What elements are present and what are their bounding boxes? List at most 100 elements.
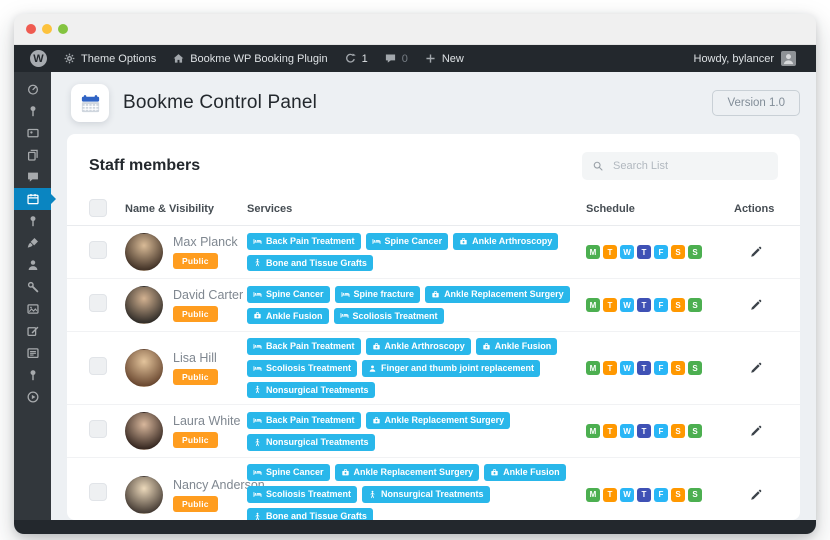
- bed-icon: [253, 364, 262, 373]
- admin-bar-account[interactable]: Howdy, bylancer: [686, 45, 805, 72]
- schedule-day: T: [637, 245, 651, 259]
- schedule-day: S: [688, 487, 702, 502]
- services-list: Back Pain Treatment Ankle Replacement Sur…: [247, 406, 586, 457]
- staff-row: Laura White Public Back Pain Treatment An…: [67, 405, 800, 459]
- service-tag: Nonsurgical Treatments: [362, 486, 490, 503]
- walk-icon: [253, 438, 262, 447]
- service-tag: Ankle Fusion: [247, 307, 329, 325]
- service-tag: Spine fracture: [334, 285, 421, 303]
- service-tag-label: Ankle Replacement Surgery: [353, 467, 474, 478]
- visibility-badge: Public: [173, 495, 218, 512]
- schedule-day: W: [620, 245, 634, 259]
- admin-bar-theme-options[interactable]: Theme Options: [55, 45, 164, 72]
- sidebar-item-posts[interactable]: [14, 100, 51, 122]
- edit-button[interactable]: [749, 361, 763, 375]
- schedule-day: S: [688, 245, 702, 259]
- sidebar-item-collapse[interactable]: [14, 386, 51, 408]
- service-tag: Ankle Fusion: [475, 338, 558, 355]
- search-box: [582, 152, 778, 180]
- sidebar-item-comments[interactable]: [14, 166, 51, 188]
- staff-row: Lisa Hill Public Back Pain Treatment Ankl…: [67, 332, 800, 406]
- schedule-day: T: [637, 361, 651, 376]
- sidebar-item-plugins[interactable]: [14, 210, 51, 232]
- schedule-day: T: [637, 424, 651, 439]
- schedule-day: T: [603, 487, 617, 502]
- sidebar-item-tools[interactable]: [14, 276, 51, 298]
- service-tag: Ankle Arthroscopy: [365, 338, 471, 355]
- schedule-day: S: [671, 361, 685, 376]
- sidebar-item-dashboard[interactable]: [14, 78, 51, 100]
- service-tag: Spine Cancer: [365, 232, 449, 250]
- bed-icon: [341, 290, 350, 299]
- column-services: Services: [247, 203, 293, 215]
- schedule-day: T: [603, 298, 617, 312]
- close-window-button[interactable]: [26, 24, 36, 34]
- schedule-day: T: [603, 424, 617, 439]
- staff-avatar: [125, 233, 163, 271]
- visibility-badge: Public: [173, 253, 218, 269]
- staff-name: Max Planck: [173, 235, 238, 249]
- sidebar-item-users[interactable]: [14, 254, 51, 276]
- minimize-window-button[interactable]: [42, 24, 52, 34]
- service-tag: Nonsurgical Treatments: [247, 381, 375, 399]
- bed-icon: [340, 311, 349, 320]
- services-list: Spine Cancer Spine fracture Ankle Replacem…: [247, 280, 586, 331]
- sidebar-item-bookme[interactable]: [14, 188, 56, 210]
- wordpress-logo[interactable]: W: [22, 45, 55, 72]
- sidebar-item-appearance[interactable]: [14, 232, 51, 254]
- service-tag-label: Nonsurgical Treatments: [266, 436, 369, 447]
- walk-icon: [253, 385, 262, 394]
- service-tag-label: Ankle Replacement Surgery: [444, 288, 564, 299]
- select-all-checkbox[interactable]: [89, 198, 107, 217]
- schedule-day: T: [603, 245, 617, 259]
- schedule-day: W: [620, 424, 634, 439]
- edit-button[interactable]: [749, 298, 763, 312]
- bed-icon: [253, 416, 262, 425]
- search-input[interactable]: [611, 159, 768, 173]
- card-title: Staff members: [89, 157, 201, 174]
- bed-icon: [253, 490, 262, 499]
- row-checkbox[interactable]: [89, 240, 107, 259]
- visibility-badge: Public: [173, 369, 218, 386]
- schedule-day: S: [671, 245, 685, 259]
- schedule-day: F: [654, 298, 668, 312]
- edit-button[interactable]: [749, 488, 763, 502]
- sidebar-item-menus[interactable]: [14, 342, 51, 364]
- sidebar-item-editor[interactable]: [14, 320, 51, 342]
- row-checkbox[interactable]: [89, 419, 107, 438]
- row-checkbox[interactable]: [89, 483, 107, 502]
- gear-icon: [63, 52, 76, 65]
- staff-avatar: [125, 475, 163, 514]
- sidebar-item-marker[interactable]: [14, 364, 51, 386]
- admin-bar-comments[interactable]: 0: [376, 45, 416, 72]
- bag-icon: [490, 468, 499, 477]
- service-tag-label: Nonsurgical Treatments: [381, 489, 484, 500]
- admin-bar-new[interactable]: New: [416, 45, 472, 72]
- bed-icon: [253, 468, 262, 477]
- service-tag-label: Scoliosis Treatment: [266, 489, 352, 500]
- schedule-day: S: [688, 424, 702, 439]
- edit-button[interactable]: [749, 424, 763, 438]
- version-button[interactable]: Version 1.0: [712, 90, 800, 116]
- bag-icon: [482, 342, 491, 351]
- row-checkbox[interactable]: [89, 293, 107, 312]
- sidebar-item-settings[interactable]: [14, 298, 51, 320]
- edit-button[interactable]: [749, 245, 763, 259]
- admin-bar-updates[interactable]: 1: [336, 45, 376, 72]
- admin-bar-site-name[interactable]: Bookme WP Booking Plugin: [164, 45, 335, 72]
- zoom-window-button[interactable]: [58, 24, 68, 34]
- service-tag-label: Scoliosis Treatment: [266, 362, 352, 373]
- row-checkbox[interactable]: [89, 356, 107, 375]
- service-tag-label: Ankle Fusion: [503, 467, 560, 478]
- staff-name: Nancy Anderson: [173, 477, 265, 492]
- table-header: Name & Visibility Services Schedule Acti…: [67, 193, 800, 226]
- schedule-day: S: [671, 487, 685, 502]
- sidebar-item-media[interactable]: [14, 122, 51, 144]
- service-tag-label: Ankle Fusion: [266, 310, 323, 321]
- home-icon: [172, 52, 185, 65]
- bag-icon: [431, 290, 440, 299]
- sidebar-item-pages[interactable]: [14, 144, 51, 166]
- window-bottom-frame: [14, 520, 816, 534]
